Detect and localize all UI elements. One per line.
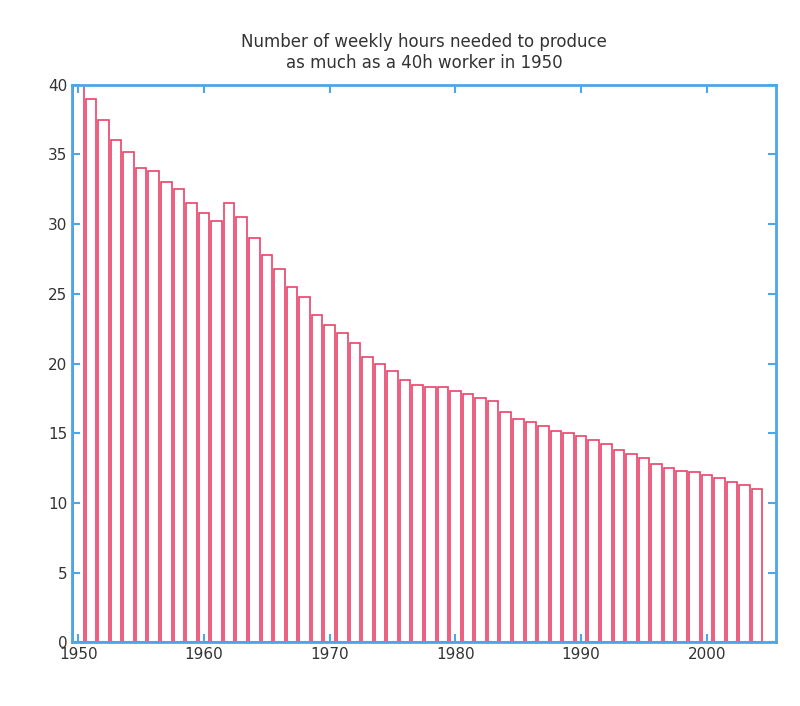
Bar	[262, 255, 272, 642]
Bar	[110, 140, 122, 642]
Title: Number of weekly hours needed to produce
as much as a 40h worker in 1950: Number of weekly hours needed to produce…	[241, 33, 607, 72]
Bar	[438, 388, 448, 642]
Bar	[362, 357, 373, 642]
Bar	[324, 325, 335, 642]
Bar	[488, 401, 498, 642]
Bar	[400, 381, 410, 642]
Bar	[123, 152, 134, 642]
Bar	[500, 412, 511, 642]
Bar	[450, 391, 461, 642]
Bar	[563, 433, 574, 642]
Bar	[676, 471, 687, 642]
Bar	[626, 454, 637, 642]
Bar	[148, 171, 159, 642]
Bar	[412, 385, 423, 642]
Bar	[274, 269, 285, 642]
Bar	[714, 478, 725, 642]
Bar	[664, 468, 674, 642]
Bar	[526, 422, 536, 642]
Bar	[702, 475, 712, 642]
Bar	[638, 458, 650, 642]
Bar	[174, 189, 184, 642]
Bar	[337, 333, 348, 642]
Bar	[576, 436, 586, 642]
Bar	[86, 99, 96, 642]
Bar	[462, 394, 474, 642]
Bar	[651, 464, 662, 642]
Bar	[588, 441, 599, 642]
Bar	[550, 431, 562, 642]
Bar	[224, 203, 234, 642]
Bar	[614, 450, 624, 642]
Bar	[425, 388, 436, 642]
Bar	[739, 485, 750, 642]
Bar	[286, 287, 298, 642]
Bar	[374, 364, 386, 642]
Bar	[249, 238, 260, 642]
Bar	[299, 297, 310, 642]
Bar	[186, 203, 197, 642]
Bar	[73, 85, 84, 642]
Bar	[350, 342, 360, 642]
Bar	[752, 489, 762, 642]
Bar	[513, 419, 524, 642]
Bar	[689, 472, 700, 642]
Bar	[198, 213, 210, 642]
Bar	[538, 426, 549, 642]
Bar	[387, 371, 398, 642]
Bar	[136, 168, 146, 642]
Bar	[726, 482, 738, 642]
Bar	[161, 182, 172, 642]
Bar	[236, 217, 247, 642]
Bar	[601, 445, 612, 642]
Bar	[211, 222, 222, 642]
Bar	[98, 119, 109, 642]
Bar	[312, 315, 322, 642]
Bar	[475, 398, 486, 642]
